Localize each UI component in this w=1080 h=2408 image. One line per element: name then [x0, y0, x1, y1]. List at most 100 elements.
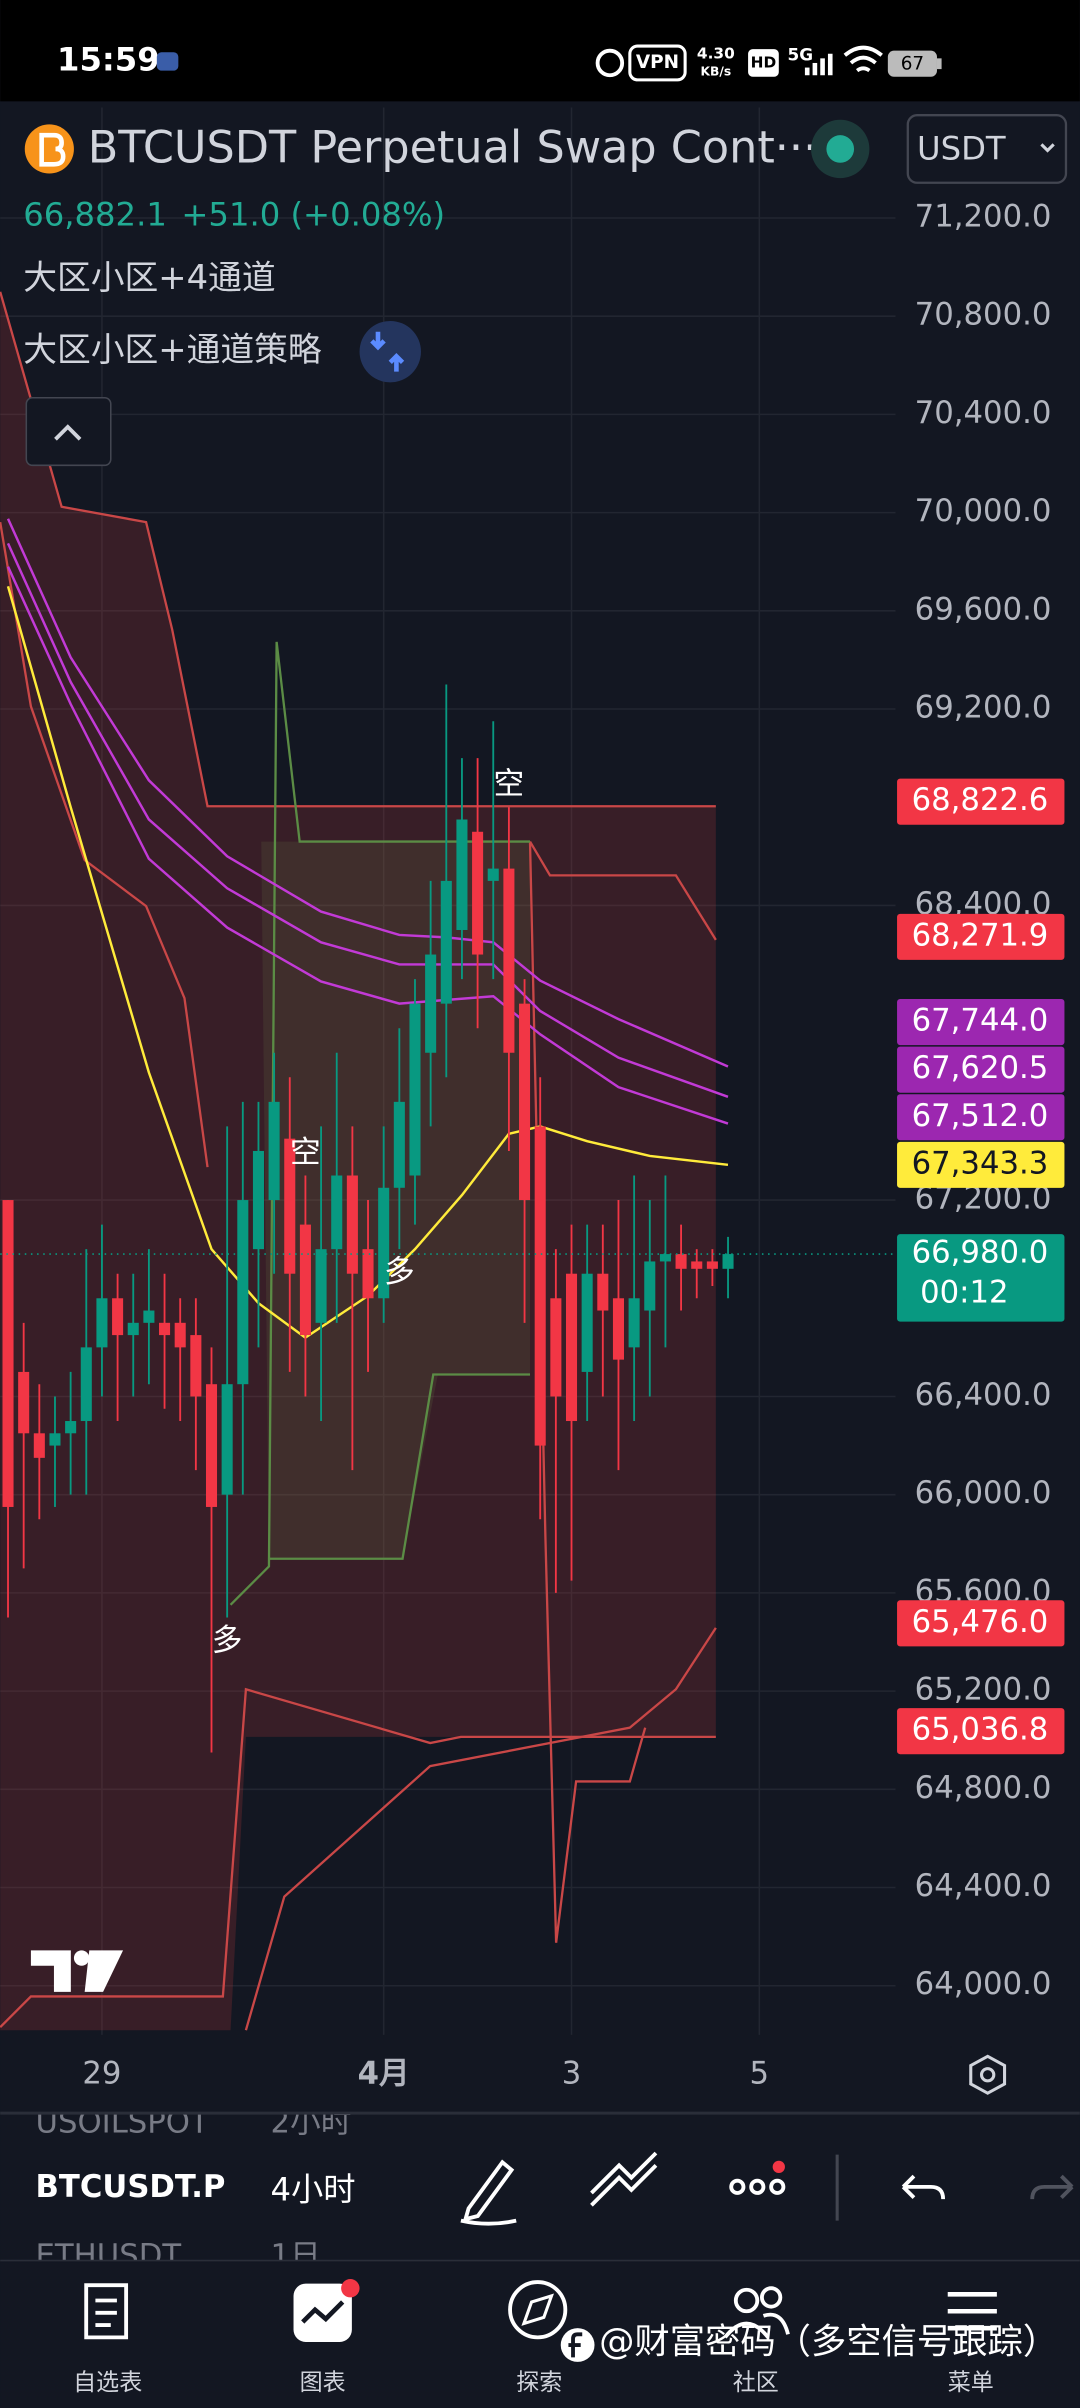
nav-icon-community[interactable] — [723, 2286, 790, 2339]
hd-badge — [748, 49, 779, 77]
watermark-logo-glyph — [568, 2332, 583, 2358]
currency-select[interactable] — [906, 114, 1068, 184]
price-change: +51.0 (+0.08%) — [181, 196, 445, 234]
speed-unit: KB/s — [701, 65, 732, 79]
candle-body — [675, 1254, 687, 1269]
candle-body — [628, 1298, 640, 1348]
nav-label[interactable]: 菜单 — [948, 2370, 994, 2396]
price-label: 68,271.9 — [912, 917, 1049, 953]
network-type: 5G — [788, 44, 814, 64]
y-tick-label: 70,400.0 — [915, 395, 1052, 431]
symbol[interactable]: ETHUSDT — [36, 2238, 182, 2274]
candle-body — [346, 1175, 358, 1274]
y-tick-label: 70,000.0 — [915, 493, 1052, 529]
symbol[interactable]: BTCUSDT.P — [36, 2169, 226, 2205]
interval[interactable]: 2小时 — [270, 2104, 351, 2141]
candle-body — [221, 1384, 233, 1495]
x-tick-label: 29 — [82, 2055, 121, 2091]
nav-label[interactable]: 自选表 — [73, 2370, 142, 2396]
settings-icon-center — [979, 2067, 996, 2083]
candle-body — [65, 1421, 77, 1434]
y-tick-label: 65,200.0 — [915, 1672, 1052, 1708]
signal-label: 多 — [384, 1254, 415, 1290]
battery-level: 67 — [901, 54, 924, 75]
price-label-box — [897, 913, 1065, 960]
candle-body — [565, 1273, 578, 1422]
draw-tool[interactable] — [460, 2159, 517, 2226]
notification-icon — [156, 52, 179, 71]
symbol[interactable]: USOILSPOT — [36, 2104, 209, 2141]
y-tick-label: 69,200.0 — [915, 690, 1052, 726]
interval[interactable]: 4小时 — [270, 2170, 355, 2208]
nav-chart-glyph — [301, 2300, 345, 2324]
x-tick-label: 5 — [750, 2055, 770, 2091]
symbol-title[interactable]: BTCUSDT Perpetual Swap Cont··· — [88, 122, 818, 174]
candle-body — [49, 1433, 61, 1446]
candle-body — [691, 1261, 703, 1269]
battery — [887, 50, 937, 77]
y-tick-label: 64,800.0 — [915, 1770, 1052, 1806]
nav-label[interactable]: 图表 — [300, 2370, 346, 2396]
strategy-icon[interactable] — [359, 320, 421, 383]
collapse-button[interactable] — [25, 396, 112, 467]
price-label-box — [897, 1141, 1065, 1188]
redo-button[interactable] — [1030, 2174, 1074, 2200]
y-tick-label: 69,600.0 — [915, 591, 1052, 627]
candle-body — [722, 1254, 734, 1269]
candle-body — [315, 1249, 327, 1323]
nav-icon-explore[interactable] — [508, 2280, 568, 2340]
currency: USDT — [917, 130, 1006, 168]
candle-body — [659, 1254, 671, 1262]
nav-icon-chart[interactable] — [293, 2283, 352, 2342]
candle-body — [519, 1003, 531, 1201]
indicator-lines — [6, 518, 729, 1340]
more-tools[interactable] — [729, 2178, 786, 2195]
speed-value: 4.30 — [697, 44, 735, 62]
price-label: 66,980.0 — [912, 1235, 1049, 1271]
nav-bar — [0, 2262, 1080, 2408]
nav-icon-menu[interactable] — [947, 2292, 997, 2331]
candle-body — [252, 1150, 264, 1250]
candle-body — [597, 1273, 609, 1311]
candle-body — [440, 880, 452, 1004]
notification-dot — [341, 2279, 360, 2298]
candle-body — [174, 1322, 186, 1348]
candle-body — [299, 1224, 311, 1336]
candle-body — [534, 1126, 546, 1446]
indicator-line — [6, 586, 729, 1340]
nav-label[interactable]: 探索 — [516, 2370, 562, 2396]
symbol-list: USOILSPOT 2小时 BTCUSDT.P 4小时 ETHUSDT 1日 — [36, 2104, 356, 2274]
price-label: 65,476.0 — [912, 1604, 1049, 1640]
indicator-name[interactable]: 大区小区+通道策略 — [23, 330, 322, 369]
candle-body — [237, 1200, 249, 1385]
nav-icon-watchlist[interactable] — [84, 2283, 129, 2340]
vpn-text: VPN — [636, 52, 679, 73]
price-label-box — [897, 999, 1065, 1046]
candle-body — [378, 1187, 390, 1299]
price-label-box — [897, 1600, 1065, 1647]
btc-glyph — [39, 132, 66, 167]
candle-body — [393, 1101, 405, 1188]
interval[interactable]: 1日 — [270, 2238, 320, 2274]
candle-body — [18, 1371, 30, 1434]
undo-button[interactable] — [901, 2174, 946, 2200]
price-label: 67,512.0 — [912, 1098, 1049, 1134]
indicator-name[interactable]: 大区小区+4通道 — [23, 258, 275, 297]
y-tick-label: 64,000.0 — [915, 1966, 1052, 2002]
price-label-box — [897, 1708, 1065, 1755]
price-label-box — [897, 1094, 1065, 1141]
compass-needle — [521, 2293, 554, 2326]
price-label-box — [897, 778, 1065, 825]
chevron-down — [1040, 143, 1055, 153]
candle-body — [503, 868, 515, 1053]
trend-tool[interactable] — [590, 2151, 658, 2207]
candle-body — [33, 1433, 45, 1458]
signal-label: 空 — [290, 1135, 321, 1171]
price-label: 67,744.0 — [912, 1003, 1049, 1039]
candle-body — [96, 1298, 108, 1348]
nav-label[interactable]: 社区 — [733, 2370, 779, 2396]
price-label: 65,036.8 — [912, 1712, 1049, 1748]
settings-icon[interactable] — [969, 2054, 1007, 2095]
